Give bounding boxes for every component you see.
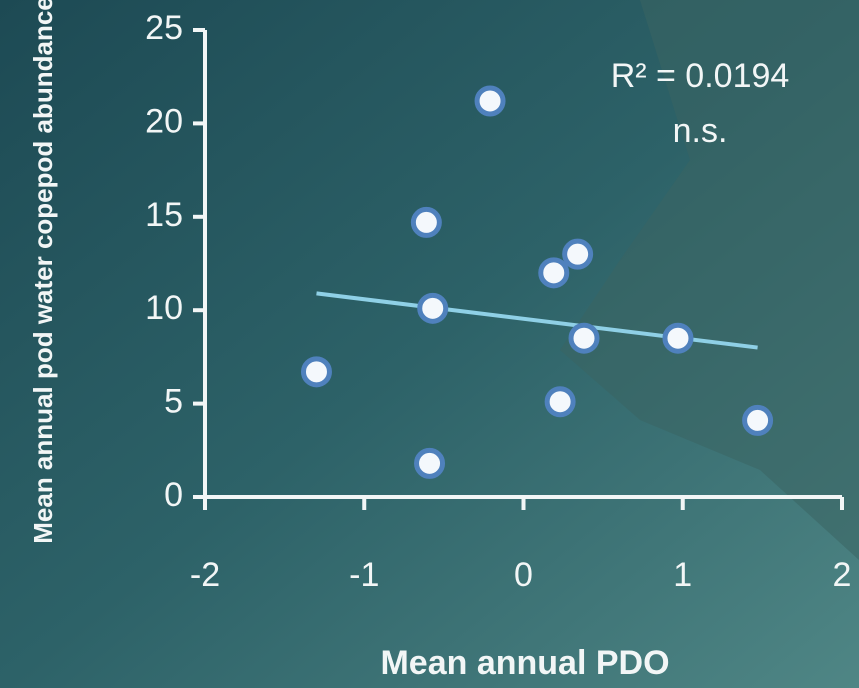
point [565, 241, 591, 267]
x-tick-label: -2 [190, 556, 220, 594]
x-tick-label: 0 [514, 556, 533, 594]
x-tick-label: 2 [833, 556, 852, 594]
point [571, 325, 597, 351]
y-tick-label: 20 [145, 102, 183, 140]
point [420, 295, 446, 321]
point [413, 209, 439, 235]
y-tick-label: 10 [145, 289, 183, 327]
point [303, 359, 329, 385]
point [547, 389, 573, 415]
point [665, 325, 691, 351]
x-tick-label: -1 [349, 556, 379, 594]
y-tick-label: 15 [145, 196, 183, 234]
point [541, 260, 567, 286]
y-tick-label: 0 [164, 476, 183, 514]
chart: Mean annual PDO Mean annual pod water co… [0, 0, 859, 688]
x-axis-label: Mean annual PDO [380, 644, 669, 682]
annotation: R² = 0.0194 [611, 57, 790, 95]
annotation: n.s. [673, 112, 728, 150]
point [745, 407, 771, 433]
y-tick-label: 5 [164, 383, 183, 421]
point [477, 88, 503, 114]
y-axis-label: Mean annual pod water copepod abundance [28, 0, 58, 544]
y-tick-label: 25 [145, 9, 183, 47]
point [417, 450, 443, 476]
x-tick-label: 1 [673, 556, 692, 594]
